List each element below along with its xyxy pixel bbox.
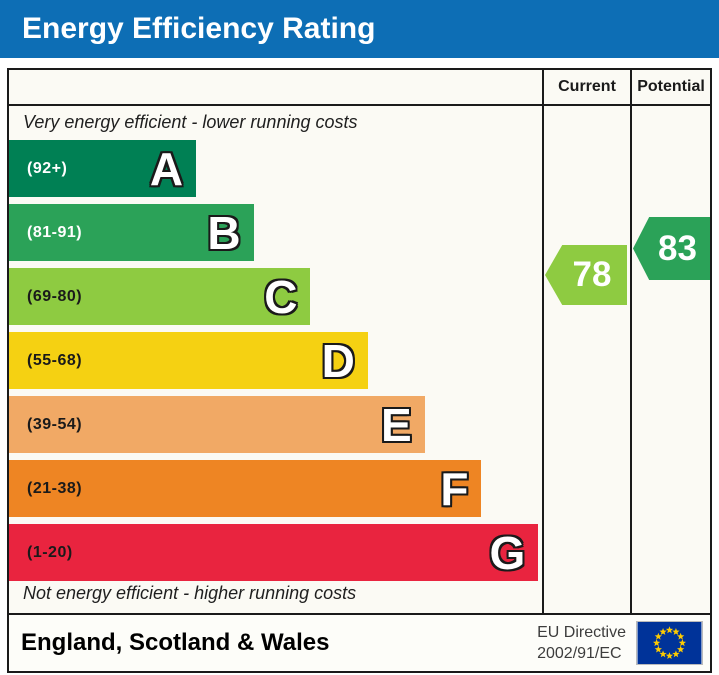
potential-rating-value: 83 bbox=[658, 228, 697, 268]
band-g: (1-20) G bbox=[9, 524, 539, 581]
band-d: (55-68) D bbox=[9, 332, 368, 389]
band-c: (69-80) C bbox=[9, 268, 311, 325]
eu-flag-stars bbox=[652, 626, 687, 659]
eu-directive-line1: EU Directive bbox=[537, 624, 626, 641]
band-f-range: (21-38) bbox=[27, 479, 83, 497]
band-b: (81-91) B bbox=[9, 204, 254, 261]
band-g-letter: G bbox=[489, 526, 526, 579]
potential-rating-arrow: 83 bbox=[633, 217, 710, 280]
band-a: (92+) A bbox=[9, 140, 197, 197]
column-divider-current bbox=[542, 70, 544, 615]
band-b-letter: B bbox=[207, 206, 241, 259]
band-a-letter: A bbox=[149, 142, 184, 195]
caption-very-efficient: Very energy efficient - lower running co… bbox=[23, 112, 358, 132]
rating-table: Current Potential Very energy efficient … bbox=[7, 68, 712, 673]
page-title: Energy Efficiency Rating bbox=[22, 12, 376, 45]
column-header-potential: Potential bbox=[637, 78, 705, 95]
current-rating-value: 78 bbox=[572, 255, 612, 294]
band-c-letter: C bbox=[264, 270, 298, 323]
band-d-range: (55-68) bbox=[27, 351, 83, 369]
band-b-range: (81-91) bbox=[27, 223, 83, 241]
column-divider-potential bbox=[630, 70, 632, 615]
band-e-range: (39-54) bbox=[27, 415, 83, 433]
band-e: (39-54) E bbox=[9, 396, 425, 453]
title-bar: Energy Efficiency Rating bbox=[0, 0, 719, 58]
caption-not-efficient: Not energy efficient - higher running co… bbox=[23, 583, 357, 603]
band-g-range: (1-20) bbox=[27, 543, 73, 561]
band-f: (21-38) F bbox=[9, 460, 482, 517]
footer: England, Scotland & Wales EU Directive 2… bbox=[9, 615, 710, 671]
region-label: England, Scotland & Wales bbox=[21, 629, 330, 656]
column-header-current: Current bbox=[558, 78, 616, 95]
footer-divider bbox=[9, 613, 710, 615]
current-rating-arrow: 78 bbox=[545, 245, 627, 305]
band-d-letter: D bbox=[321, 334, 355, 387]
eu-directive-label: EU Directive 2002/91/EC bbox=[537, 623, 626, 665]
band-c-range: (69-80) bbox=[27, 287, 83, 305]
eu-directive-line2: 2002/91/EC bbox=[537, 644, 622, 662]
band-a-range: (92+) bbox=[27, 159, 68, 177]
band-f-letter: F bbox=[440, 462, 469, 515]
header-divider bbox=[9, 104, 710, 106]
band-e-letter: E bbox=[381, 398, 412, 451]
eu-flag-icon bbox=[636, 621, 703, 665]
